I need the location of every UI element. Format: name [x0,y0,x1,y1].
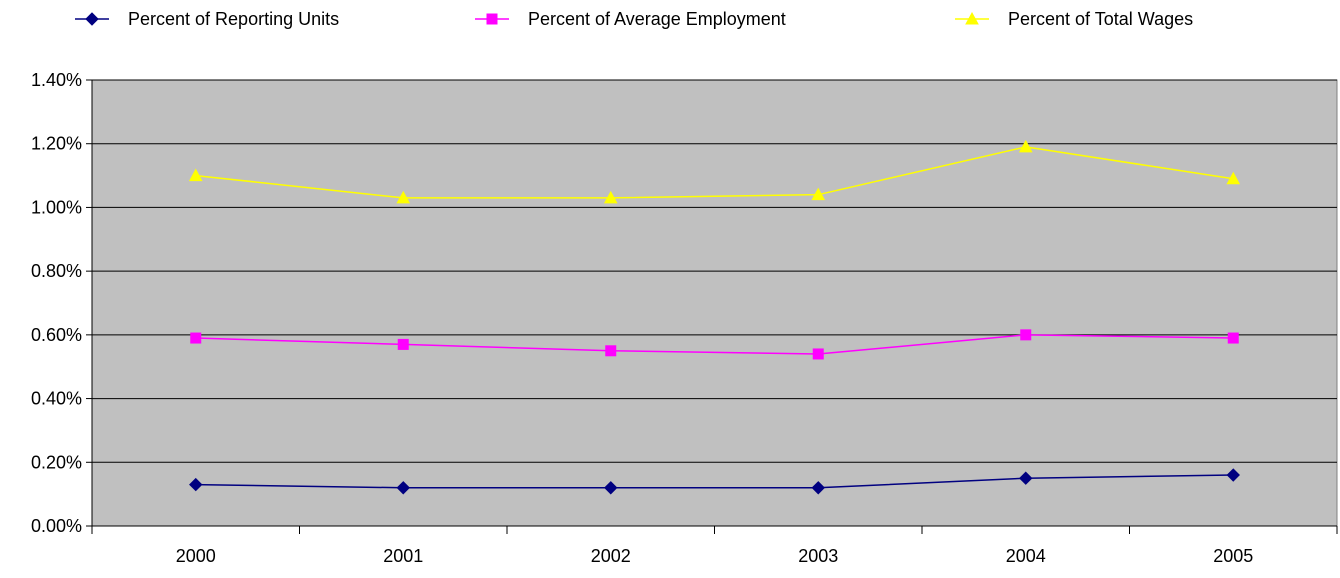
x-axis-ticks: 2000 2001 2002 2003 2004 2005 [91,526,1338,566]
series-2 [190,329,1239,360]
y-tick-label: 0.40% [31,389,82,409]
legend-marker [965,11,979,25]
x-tick-label: 2001 [383,546,423,566]
data-point [1226,171,1241,185]
x-tick-label: 2004 [1006,546,1046,566]
x-tick-label: 2005 [1213,546,1253,566]
data-point [811,187,826,201]
series-layer [188,139,1241,495]
y-tick-label: 0.60% [31,325,82,345]
data-point [396,481,410,495]
data-point [1226,468,1240,482]
x-tick-label: 2002 [591,546,631,566]
data-point [190,332,202,344]
series-line [195,334,1234,355]
series-3 [188,139,1241,204]
data-point [1018,139,1033,153]
y-axis-ticks: 0.00% 0.20% 0.40% 0.60% 0.80% 1.00% 1.20% 1.40% [31,70,92,536]
data-point [605,345,617,357]
x-tick-label: 2000 [176,546,216,566]
data-point [396,190,411,204]
data-point [1019,471,1033,485]
x-tick-label: 2003 [798,546,838,566]
legend-label: Percent of Total Wages [1008,9,1193,29]
data-point [604,481,618,495]
y-tick-label: 0.00% [31,516,82,536]
legend-label: Percent of Reporting Units [128,9,339,29]
data-point [812,348,824,360]
series-1 [189,468,1240,495]
legend-label: Percent of Average Employment [528,9,786,29]
legend: Percent of Reporting Units Percent of Ave… [75,9,1193,29]
data-point [397,338,409,350]
plot-area [91,79,1338,527]
legend-marker [486,13,498,25]
legend-item: Percent of Total Wages [955,9,1193,29]
y-tick-label: 1.20% [31,134,82,154]
y-tick-label: 0.20% [31,452,82,472]
series-line [195,146,1234,199]
y-tick-label: 0.80% [31,261,82,281]
data-point [1020,329,1032,341]
data-point [603,190,618,204]
data-point [811,481,825,495]
legend-item: Percent of Reporting Units [75,9,339,29]
legend-marker [85,12,99,26]
data-point [1227,332,1239,344]
y-tick-label: 1.00% [31,197,82,217]
y-tick-label: 1.40% [31,70,82,90]
series-line [195,474,1234,489]
legend-item: Percent of Average Employment [475,9,786,29]
data-point [189,477,203,492]
data-point [188,168,203,182]
